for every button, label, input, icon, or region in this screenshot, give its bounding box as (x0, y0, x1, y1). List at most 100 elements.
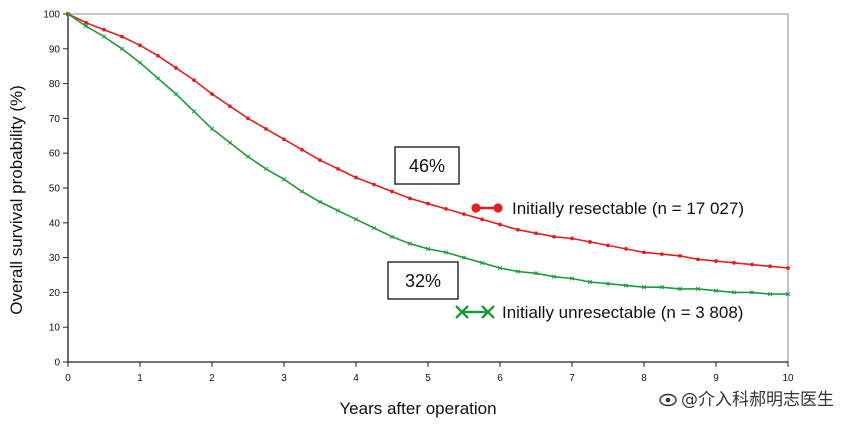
y-tick-label: 0 (54, 358, 60, 369)
data-point (209, 126, 215, 131)
data-point (318, 158, 322, 163)
data-point (426, 201, 430, 206)
data-point (749, 290, 755, 295)
data-point (156, 53, 160, 58)
x-tick-label: 0 (65, 373, 71, 384)
x-tick-label: 2 (209, 373, 215, 384)
data-point (390, 189, 394, 194)
data-point (389, 234, 395, 239)
watermark: @介入科郝明志医生 (659, 385, 834, 410)
data-point (641, 285, 647, 290)
data-point (335, 208, 341, 213)
data-point (246, 116, 250, 121)
legend-resectable: Initially resectable (n = 17 027) (471, 199, 744, 218)
data-point (515, 269, 521, 274)
data-point (137, 60, 143, 65)
data-point (102, 27, 106, 32)
data-point (84, 20, 88, 25)
x-tick-label: 10 (782, 373, 794, 384)
annotation-resectable-text: 46% (409, 156, 445, 176)
x-tick-label: 6 (497, 373, 503, 384)
data-point (281, 177, 287, 182)
data-point (533, 271, 539, 276)
data-point (228, 104, 232, 109)
y-tick-label: 70 (49, 114, 61, 125)
data-point (138, 43, 142, 48)
y-tick-label: 10 (49, 323, 61, 334)
data-point (174, 66, 178, 70)
data-point (786, 266, 790, 270)
data-point (299, 189, 305, 194)
data-point (587, 279, 593, 285)
series-layer (65, 11, 791, 297)
data-point (516, 227, 520, 232)
data-point (678, 253, 682, 258)
data-point (497, 265, 503, 271)
data-point (155, 76, 161, 81)
data-point (714, 259, 718, 263)
data-point (695, 286, 701, 292)
data-point (624, 247, 628, 251)
data-point (282, 137, 286, 142)
annotation-box-unresectable: 32% (387, 261, 459, 300)
data-point (227, 140, 233, 145)
annotation-box-resectable: 46% (394, 146, 460, 185)
series-1 (65, 11, 791, 297)
data-point (768, 264, 772, 269)
x-tick-label: 7 (569, 373, 575, 384)
x-tick-label: 9 (713, 373, 719, 384)
data-point (120, 34, 124, 39)
data-point (498, 222, 502, 227)
data-point (479, 260, 485, 265)
data-point (336, 166, 340, 171)
data-point (462, 212, 466, 217)
y-tick-label: 30 (49, 253, 61, 264)
data-point (371, 225, 377, 231)
data-point (588, 240, 592, 244)
data-point (642, 250, 646, 255)
data-point (750, 262, 754, 267)
y-tick-label: 40 (49, 218, 61, 229)
data-point (551, 274, 557, 279)
legend-label-unresectable: Initially unresectable (n = 3 808) (502, 303, 743, 322)
x-tick-label: 3 (281, 373, 287, 384)
data-point (83, 24, 89, 29)
data-point (696, 257, 700, 262)
x-tick-label: 8 (641, 373, 647, 384)
data-point (785, 291, 791, 297)
data-point (300, 147, 304, 152)
data-point (353, 217, 359, 222)
data-point (660, 252, 664, 257)
y-tick-label: 60 (49, 149, 61, 160)
data-point (461, 255, 467, 260)
data-point (552, 234, 556, 239)
data-point (659, 285, 665, 290)
data-point (444, 206, 448, 211)
y-tick-label: 20 (49, 288, 61, 299)
data-point (101, 34, 107, 39)
x-tick-label: 1 (137, 373, 143, 384)
data-point (65, 11, 71, 17)
y-tick-label: 100 (43, 10, 60, 21)
data-point (443, 250, 449, 255)
legend-label-resectable: Initially resectable (n = 17 027) (512, 199, 744, 218)
data-point (210, 92, 214, 96)
data-point (372, 182, 376, 187)
data-point (605, 281, 611, 286)
y-tick-label: 80 (49, 79, 61, 90)
data-point (425, 246, 431, 252)
y-ticks: 0 10 20 30 40 50 60 70 80 90 100 (43, 10, 68, 369)
data-point (623, 283, 629, 288)
data-point (677, 286, 683, 292)
data-point (731, 290, 737, 295)
data-point (119, 46, 125, 51)
series-0 (66, 12, 790, 270)
data-point (408, 196, 412, 201)
data-point (713, 288, 719, 293)
data-point (407, 241, 413, 246)
y-tick-label: 90 (49, 44, 61, 55)
data-point (245, 154, 251, 159)
x-ticks: 0 1 2 3 4 5 6 7 8 9 10 (65, 362, 794, 384)
x-axis-title: Years after operation (339, 399, 496, 418)
